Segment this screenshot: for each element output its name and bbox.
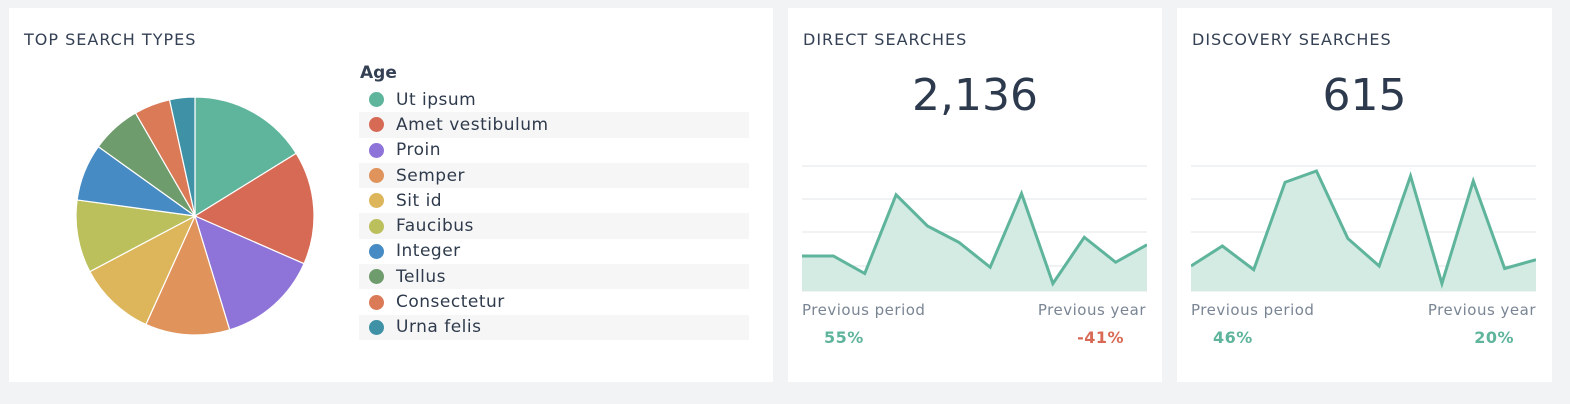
pie-slice[interactable] bbox=[145, 214, 231, 336]
top-search-types-card: TOP SEARCH TYPES Age Ut ipsum Amet vestib… bbox=[9, 8, 773, 382]
legend-item-label: Sit id bbox=[396, 190, 443, 211]
legend-item-label: Consectetur bbox=[396, 292, 505, 313]
legend-color-dot bbox=[369, 142, 384, 158]
legend-item[interactable]: Ut ipsum bbox=[359, 87, 749, 112]
legend-color-dot bbox=[369, 294, 384, 310]
previous-period-label: Previous period bbox=[1191, 301, 1315, 319]
legend-item[interactable]: Consectetur bbox=[359, 289, 749, 314]
legend-item-label: Urna felis bbox=[396, 317, 482, 338]
previous-period-label: Previous period bbox=[802, 301, 926, 319]
sparkline-area bbox=[802, 193, 1147, 291]
pie-slice[interactable] bbox=[193, 152, 315, 265]
pie-slice[interactable] bbox=[75, 199, 197, 273]
legend-item[interactable]: Semper bbox=[359, 162, 749, 189]
pie-chart[interactable] bbox=[75, 96, 315, 336]
sparkline-area bbox=[1191, 171, 1536, 291]
legend-item[interactable]: Faucibus bbox=[359, 213, 749, 239]
previous-year-label: Previous year bbox=[1427, 301, 1536, 319]
legend-color-dot bbox=[369, 92, 384, 108]
legend-color-dot bbox=[369, 269, 384, 285]
legend: Age Ut ipsum Amet vestibulum Proin Semper Si… bbox=[359, 63, 749, 340]
legend-items: Ut ipsum Amet vestibulum Proin Semper Sit id… bbox=[359, 87, 749, 340]
card-title: DISCOVERY SEARCHES bbox=[1192, 30, 1392, 49]
discovery-searches-value: 615 bbox=[1322, 70, 1407, 121]
pie-slice[interactable] bbox=[168, 96, 196, 217]
legend-item[interactable]: Amet vestibulum bbox=[359, 112, 749, 138]
discovery-searches-sparkline[interactable] bbox=[1191, 156, 1536, 292]
legend-item[interactable]: Sit id bbox=[359, 188, 749, 213]
previous-year-value: 20% bbox=[1474, 328, 1514, 347]
previous-period-value: 46% bbox=[1213, 328, 1253, 347]
direct-searches-value: 2,136 bbox=[912, 70, 1038, 121]
legend-item[interactable]: Proin bbox=[359, 138, 749, 163]
legend-color-dot bbox=[369, 168, 384, 184]
legend-color-dot bbox=[369, 218, 384, 234]
legend-item[interactable]: Tellus bbox=[359, 264, 749, 290]
legend-item[interactable]: Urna felis bbox=[359, 314, 749, 340]
pie-slice[interactable] bbox=[89, 214, 197, 326]
legend-color-dot bbox=[369, 319, 384, 335]
pie-slice[interactable] bbox=[194, 214, 305, 331]
pie-slice[interactable] bbox=[194, 96, 298, 218]
legend-color-dot bbox=[369, 193, 384, 209]
legend-item-label: Integer bbox=[396, 241, 461, 262]
legend-color-dot bbox=[369, 117, 384, 133]
legend-title: Age bbox=[360, 63, 397, 83]
previous-year-value: -41% bbox=[1077, 328, 1124, 347]
legend-item-label: Faucibus bbox=[396, 216, 474, 237]
legend-item-label: Semper bbox=[396, 165, 466, 186]
sparkline-line bbox=[802, 189, 1147, 287]
previous-year-label: Previous year bbox=[1037, 301, 1146, 319]
discovery-searches-card: DISCOVERY SEARCHES 615 Previous period P… bbox=[1177, 8, 1552, 382]
direct-searches-card: DIRECT SEARCHES 2,136 Previous period Pr… bbox=[788, 8, 1162, 382]
card-title: DIRECT SEARCHES bbox=[803, 30, 968, 49]
legend-item-label: Amet vestibulum bbox=[396, 114, 549, 135]
direct-searches-sparkline[interactable] bbox=[802, 156, 1147, 292]
legend-item-label: Tellus bbox=[396, 266, 447, 287]
legend-item-label: Proin bbox=[396, 140, 441, 161]
card-title: TOP SEARCH TYPES bbox=[24, 30, 197, 49]
previous-period-value: 55% bbox=[824, 328, 864, 347]
legend-color-dot bbox=[369, 243, 384, 259]
legend-item[interactable]: Integer bbox=[359, 239, 749, 264]
sparkline-line bbox=[1191, 169, 1536, 289]
legend-item-label: Ut ipsum bbox=[396, 89, 477, 110]
